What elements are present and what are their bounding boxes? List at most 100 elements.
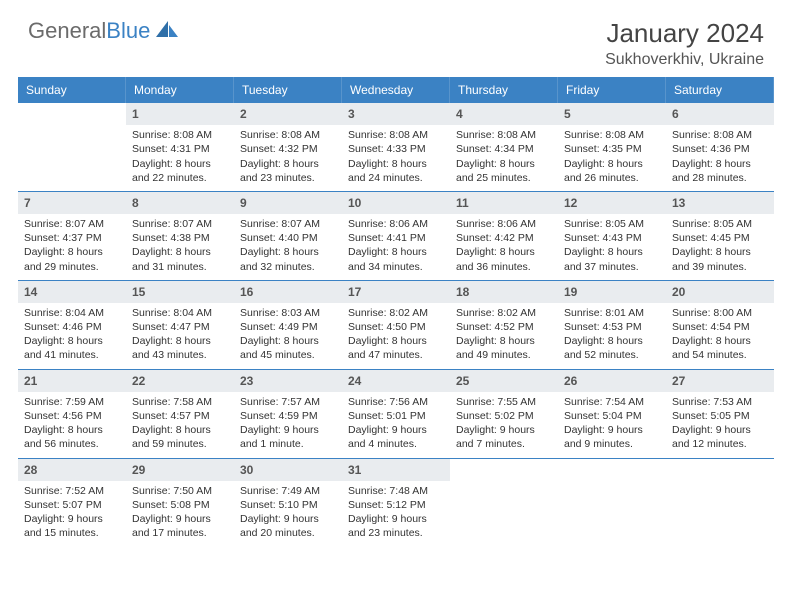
- day-number: 24: [342, 370, 450, 392]
- daylight-text: Daylight: 9 hours and 7 minutes.: [456, 423, 552, 451]
- sunrise-text: Sunrise: 7:59 AM: [24, 395, 120, 409]
- sunrise-text: Sunrise: 8:01 AM: [564, 306, 660, 320]
- day-cell: 12Sunrise: 8:05 AMSunset: 4:43 PMDayligh…: [558, 192, 666, 280]
- day-cell: 27Sunrise: 7:53 AMSunset: 5:05 PMDayligh…: [666, 370, 774, 458]
- day-number: 16: [234, 281, 342, 303]
- sunrise-text: Sunrise: 8:05 AM: [672, 217, 768, 231]
- sunrise-text: Sunrise: 8:07 AM: [24, 217, 120, 231]
- sunset-text: Sunset: 5:08 PM: [132, 498, 228, 512]
- sunrise-text: Sunrise: 8:07 AM: [132, 217, 228, 231]
- day-body: Sunrise: 7:58 AMSunset: 4:57 PMDaylight:…: [132, 395, 228, 452]
- daylight-text: Daylight: 8 hours and 54 minutes.: [672, 334, 768, 362]
- sunset-text: Sunset: 4:31 PM: [132, 142, 228, 156]
- day-cell: 3Sunrise: 8:08 AMSunset: 4:33 PMDaylight…: [342, 103, 450, 191]
- sunrise-text: Sunrise: 8:08 AM: [348, 128, 444, 142]
- day-cell: 4Sunrise: 8:08 AMSunset: 4:34 PMDaylight…: [450, 103, 558, 191]
- daylight-text: Daylight: 8 hours and 47 minutes.: [348, 334, 444, 362]
- sunset-text: Sunset: 4:45 PM: [672, 231, 768, 245]
- sunrise-text: Sunrise: 8:07 AM: [240, 217, 336, 231]
- day-cell: 31Sunrise: 7:48 AMSunset: 5:12 PMDayligh…: [342, 459, 450, 547]
- day-cell: 21 Sunrise: 7:59 AMSunset: 4:56 PMDayligh…: [18, 370, 126, 458]
- day-number: 29: [126, 459, 234, 481]
- sunset-text: Sunset: 4:37 PM: [24, 231, 120, 245]
- daylight-text: Daylight: 9 hours and 17 minutes.: [132, 512, 228, 540]
- day-cell: [450, 459, 558, 547]
- day-body: Sunrise: 8:07 AMSunset: 4:40 PMDaylight:…: [240, 217, 336, 274]
- dow-header-row: Sunday Monday Tuesday Wednesday Thursday…: [18, 77, 774, 103]
- sunset-text: Sunset: 4:35 PM: [564, 142, 660, 156]
- daylight-text: Daylight: 8 hours and 37 minutes.: [564, 245, 660, 273]
- sunrise-text: Sunrise: 7:57 AM: [240, 395, 336, 409]
- day-body: Sunrise: 7:53 AMSunset: 5:05 PMDaylight:…: [672, 395, 768, 452]
- daylight-text: Daylight: 8 hours and 31 minutes.: [132, 245, 228, 273]
- day-number: 17: [342, 281, 450, 303]
- day-body: Sunrise: 8:02 AMSunset: 4:50 PMDaylight:…: [348, 306, 444, 363]
- day-number: 9: [234, 192, 342, 214]
- dow-thursday: Thursday: [450, 77, 558, 103]
- week-row: 21 Sunrise: 7:59 AMSunset: 4:56 PMDayligh…: [18, 370, 774, 459]
- sunset-text: Sunset: 5:07 PM: [24, 498, 120, 512]
- daylight-text: Daylight: 8 hours and 25 minutes.: [456, 157, 552, 185]
- day-number: 1: [126, 103, 234, 125]
- day-cell: 16Sunrise: 8:03 AMSunset: 4:49 PMDayligh…: [234, 281, 342, 369]
- day-body: Sunrise: 7:49 AMSunset: 5:10 PMDaylight:…: [240, 484, 336, 541]
- sunrise-text: Sunrise: 8:08 AM: [456, 128, 552, 142]
- day-number: 5: [558, 103, 666, 125]
- day-number: 15: [126, 281, 234, 303]
- sunset-text: Sunset: 4:47 PM: [132, 320, 228, 334]
- day-body: Sunrise: 7:54 AMSunset: 5:04 PMDaylight:…: [564, 395, 660, 452]
- day-number: 14: [18, 281, 126, 303]
- daylight-text: Daylight: 8 hours and 45 minutes.: [240, 334, 336, 362]
- dow-monday: Monday: [126, 77, 234, 103]
- day-number: 6: [666, 103, 774, 125]
- day-cell: 18Sunrise: 8:02 AMSunset: 4:52 PMDayligh…: [450, 281, 558, 369]
- day-number: 13: [666, 192, 774, 214]
- sunset-text: Sunset: 4:32 PM: [240, 142, 336, 156]
- sail-icon: [154, 19, 180, 44]
- day-body: Sunrise: 8:08 AMSunset: 4:31 PMDaylight:…: [132, 128, 228, 185]
- day-number: 8: [126, 192, 234, 214]
- day-body: Sunrise: 7:55 AMSunset: 5:02 PMDaylight:…: [456, 395, 552, 452]
- sunrise-text: Sunrise: 7:53 AM: [672, 395, 768, 409]
- day-body: Sunrise: 8:06 AMSunset: 4:41 PMDaylight:…: [348, 217, 444, 274]
- daylight-text: Daylight: 8 hours and 36 minutes.: [456, 245, 552, 273]
- day-cell: 9 Sunrise: 8:07 AMSunset: 4:40 PMDaylight…: [234, 192, 342, 280]
- sunset-text: Sunset: 4:40 PM: [240, 231, 336, 245]
- daylight-text: Daylight: 9 hours and 15 minutes.: [24, 512, 120, 540]
- day-body: Sunrise: 7:59 AMSunset: 4:56 PMDaylight:…: [24, 395, 120, 452]
- weeks-container: 1Sunrise: 8:08 AMSunset: 4:31 PMDaylight…: [18, 103, 774, 546]
- daylight-text: Daylight: 9 hours and 9 minutes.: [564, 423, 660, 451]
- day-body: Sunrise: 7:50 AMSunset: 5:08 PMDaylight:…: [132, 484, 228, 541]
- day-cell: 17 Sunrise: 8:02 AMSunset: 4:50 PMDayligh…: [342, 281, 450, 369]
- daylight-text: Daylight: 8 hours and 32 minutes.: [240, 245, 336, 273]
- day-body: Sunrise: 8:08 AMSunset: 4:36 PMDaylight:…: [672, 128, 768, 185]
- day-body: Sunrise: 8:05 AMSunset: 4:43 PMDaylight:…: [564, 217, 660, 274]
- day-cell: 10Sunrise: 8:06 AMSunset: 4:41 PMDayligh…: [342, 192, 450, 280]
- location: Sukhoverkhiv, Ukraine: [605, 51, 764, 69]
- day-number: 19: [558, 281, 666, 303]
- day-cell: [18, 103, 126, 191]
- day-cell: 25Sunrise: 7:55 AMSunset: 5:02 PMDayligh…: [450, 370, 558, 458]
- sunrise-text: Sunrise: 8:02 AM: [456, 306, 552, 320]
- sunrise-text: Sunrise: 8:05 AM: [564, 217, 660, 231]
- sunrise-text: Sunrise: 7:56 AM: [348, 395, 444, 409]
- day-body: Sunrise: 7:52 AMSunset: 5:07 PMDaylight:…: [24, 484, 120, 541]
- sunset-text: Sunset: 4:50 PM: [348, 320, 444, 334]
- day-cell: 14Sunrise: 8:04 AMSunset: 4:46 PMDayligh…: [18, 281, 126, 369]
- sunset-text: Sunset: 4:41 PM: [348, 231, 444, 245]
- day-body: Sunrise: 8:00 AMSunset: 4:54 PMDaylight:…: [672, 306, 768, 363]
- sunset-text: Sunset: 4:42 PM: [456, 231, 552, 245]
- daylight-text: Daylight: 8 hours and 34 minutes.: [348, 245, 444, 273]
- day-number: 22: [126, 370, 234, 392]
- day-number: 21: [18, 370, 126, 392]
- sunrise-text: Sunrise: 8:02 AM: [348, 306, 444, 320]
- sunrise-text: Sunrise: 8:04 AM: [132, 306, 228, 320]
- day-cell: 13Sunrise: 8:05 AMSunset: 4:45 PMDayligh…: [666, 192, 774, 280]
- day-number: 28: [18, 459, 126, 481]
- daylight-text: Daylight: 8 hours and 29 minutes.: [24, 245, 120, 273]
- day-number: 20: [666, 281, 774, 303]
- day-body: Sunrise: 8:07 AMSunset: 4:37 PMDaylight:…: [24, 217, 120, 274]
- day-body: Sunrise: 8:01 AMSunset: 4:53 PMDaylight:…: [564, 306, 660, 363]
- sunset-text: Sunset: 5:12 PM: [348, 498, 444, 512]
- daylight-text: Daylight: 9 hours and 4 minutes.: [348, 423, 444, 451]
